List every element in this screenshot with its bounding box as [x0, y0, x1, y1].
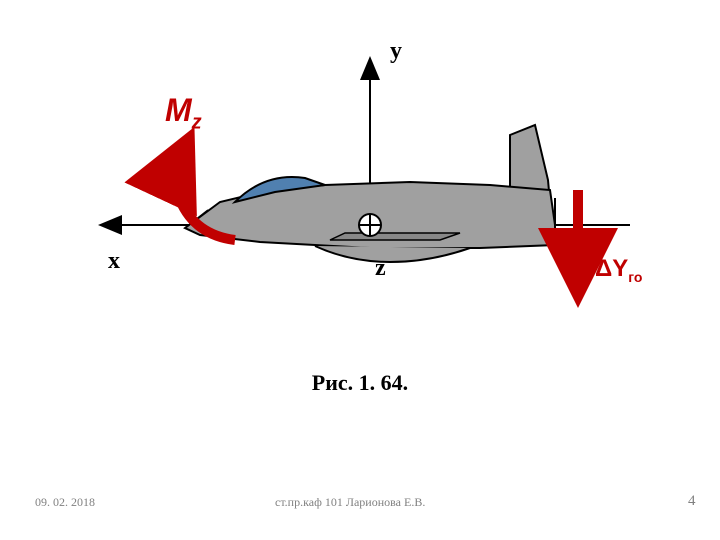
figure-caption: Рис. 1. 64. [0, 370, 720, 396]
diagram-container: x y z Mz ΔYго [90, 30, 650, 330]
footer-author: ст.пр.каф 101 Ларионова Е.В. [275, 495, 425, 510]
y-axis-label: y [390, 38, 402, 65]
z-axis-label: z [375, 255, 386, 282]
footer-page: 4 [688, 493, 696, 510]
force-label: ΔYго [595, 255, 642, 285]
footer-date: 09. 02. 2018 [35, 495, 95, 510]
diagram-svg [90, 30, 650, 330]
x-axis-label: x [108, 248, 120, 275]
cg-marker [359, 214, 381, 236]
moment-label: Mz [165, 92, 202, 134]
